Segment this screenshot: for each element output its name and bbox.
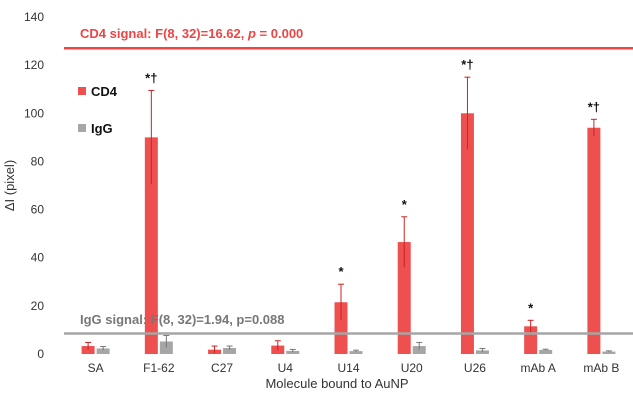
bar-igg bbox=[96, 348, 110, 354]
y-tick-label: 100 bbox=[24, 106, 44, 120]
igg-signal-label: IgG signal: F(8, 32)=1.94, p=0.088 bbox=[80, 312, 284, 327]
bar-igg bbox=[159, 341, 173, 354]
legend-swatch-igg bbox=[78, 124, 86, 132]
y-tick-label: 120 bbox=[24, 58, 44, 72]
significance-mark: *† bbox=[461, 57, 473, 72]
significance-mark: * bbox=[338, 264, 344, 279]
x-tick-label: SA bbox=[88, 361, 104, 375]
x-tick-label: mAb A bbox=[520, 361, 555, 375]
bar-igg bbox=[223, 347, 237, 354]
y-tick-label: 20 bbox=[31, 299, 45, 313]
significance-mark: * bbox=[528, 300, 534, 315]
cd4-signal-p: p bbox=[247, 26, 256, 41]
bar-cd4 bbox=[397, 242, 411, 354]
x-tick-label: mAb B bbox=[583, 361, 619, 375]
y-tick-label: 80 bbox=[31, 154, 45, 168]
legend: CD4 IgG bbox=[78, 84, 118, 136]
significance-mark: *† bbox=[588, 99, 600, 114]
bar-cd4 bbox=[334, 302, 348, 354]
x-tick-label: U4 bbox=[278, 361, 294, 375]
y-tick-label: 0 bbox=[37, 347, 44, 361]
x-tick-label: C27 bbox=[211, 361, 233, 375]
x-tick-label: U26 bbox=[464, 361, 486, 375]
bar-cd4 bbox=[587, 127, 601, 354]
bar-igg bbox=[602, 351, 616, 354]
y-tick-label: 60 bbox=[31, 203, 45, 217]
bar-cd4 bbox=[144, 137, 158, 354]
y-axis-title: ΔI (pixel) bbox=[2, 160, 17, 211]
bar-igg bbox=[286, 350, 300, 354]
cd4-signal-prefix: CD4 signal: F(8, 32)=16.62, bbox=[80, 26, 248, 41]
x-tick-label: U14 bbox=[337, 361, 359, 375]
bar-igg bbox=[539, 349, 553, 354]
legend-label-igg: IgG bbox=[91, 121, 113, 136]
x-axis-title: Molecule bound to AuNP bbox=[265, 376, 408, 391]
x-tick-label: F1-62 bbox=[143, 361, 175, 375]
legend-label-cd4: CD4 bbox=[91, 84, 118, 99]
bar-igg bbox=[349, 351, 363, 354]
significance-mark: *† bbox=[145, 70, 157, 85]
legend-swatch-cd4 bbox=[78, 87, 86, 95]
y-tick-label: 40 bbox=[31, 251, 45, 265]
bar-igg bbox=[412, 346, 426, 354]
significance-mark: * bbox=[402, 197, 408, 212]
bar-cd4 bbox=[81, 346, 95, 354]
bar-cd4 bbox=[460, 113, 474, 355]
y-tick-label: 140 bbox=[24, 10, 44, 24]
cd4-signal-suffix: = 0.000 bbox=[256, 26, 303, 41]
x-tick-label: U20 bbox=[401, 361, 423, 375]
cd4-signal-label: CD4 signal: F(8, 32)=16.62, p = 0.000 bbox=[80, 26, 303, 41]
